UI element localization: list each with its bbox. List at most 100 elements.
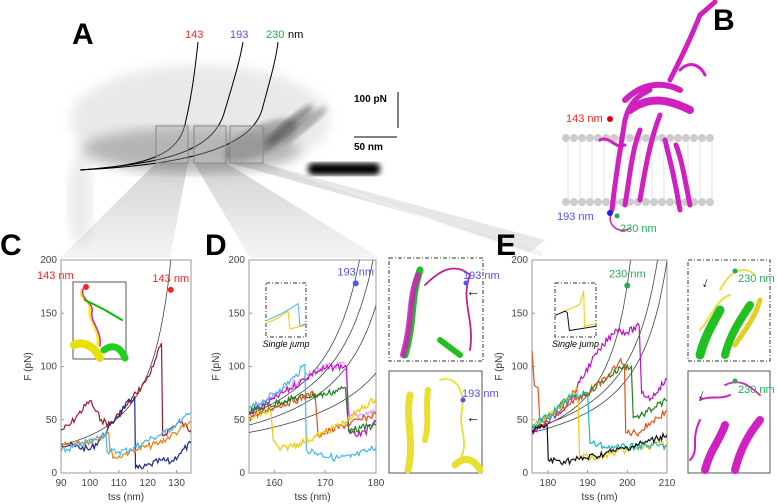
inset-trace	[554, 310, 597, 332]
lipid-head	[650, 198, 658, 206]
fold-point-label: 193 nm	[337, 266, 374, 278]
lipid-head	[626, 134, 634, 142]
x-tick-label: 130	[168, 478, 185, 489]
x-axis-label: tss (nm)	[294, 492, 330, 503]
y-axis-label: F (pN)	[23, 352, 34, 380]
lipid-head	[698, 198, 706, 206]
zoom-wedges	[60, 163, 545, 258]
y-tick-label: 0	[239, 468, 245, 479]
label-193-top: 193 nm	[463, 270, 500, 282]
plot-area	[531, 259, 668, 474]
single-jump-caption: Single jump	[552, 339, 599, 349]
y-tick-label: 100	[511, 362, 528, 373]
series-trace-orangered	[532, 350, 667, 437]
force-density-cloud	[68, 65, 380, 245]
lipid-head	[570, 134, 578, 142]
series-trace-skyblue	[61, 412, 191, 457]
wlc-fit-curve	[249, 372, 376, 433]
wlc-fit-curve	[61, 260, 172, 446]
x-tick-label: 110	[111, 478, 127, 489]
fold-point-marker	[167, 286, 174, 293]
lipid-head	[570, 198, 578, 206]
lipid-head	[578, 134, 586, 142]
chart-d: 160 170 180 0 50 100 150 200 tss (nm) F (pN) 193 n…	[211, 255, 385, 503]
y-tick-label: 200	[228, 255, 245, 266]
panel-b: B 143 nm 193 nm 230 nm	[557, 0, 735, 235]
y-tick-label: 50	[46, 415, 58, 426]
y-tick-label: 200	[40, 255, 57, 266]
scale-force-label: 100 pN	[354, 94, 387, 105]
lipid-head	[682, 134, 690, 142]
fold-point-marker	[352, 280, 359, 287]
inset-structure-c: 143 nm	[37, 270, 129, 362]
arrow-icon: ←	[689, 385, 709, 404]
structure-e-bottom: ← 230 nm	[687, 370, 775, 474]
wlc-curves-a	[79, 41, 279, 171]
series-trace-cyan	[532, 391, 667, 452]
lipid-head	[674, 134, 682, 142]
panel-letter-c: C	[0, 229, 22, 262]
series-trace-orange	[61, 421, 191, 460]
lipid-head	[706, 134, 714, 142]
wlc-fit-curve	[532, 260, 658, 429]
single-jump-inset: Single jump	[552, 282, 599, 349]
panel-letter-d: D	[205, 229, 227, 262]
series-trace-yellow	[532, 387, 667, 462]
zoom-boxes	[155, 125, 264, 164]
label-230: 230	[266, 29, 284, 41]
label-143: 143	[185, 29, 203, 41]
label-143: 143 nm	[566, 113, 603, 125]
arrow-icon: ←	[466, 409, 480, 425]
series-trace-navy	[61, 396, 191, 470]
y-tick-label: 50	[234, 415, 246, 426]
inset-trace	[265, 310, 307, 330]
lipid-head	[594, 198, 602, 206]
structure-e-top: ← 230 nm	[687, 259, 775, 362]
lipid-head	[642, 198, 650, 206]
series-trace-magenta	[532, 322, 667, 435]
panel-a: A 143 193 230 nm 100 pN 50 nm	[68, 18, 399, 245]
label-230: 230 nm	[620, 223, 657, 235]
x-axis-label: tss (nm)	[108, 492, 144, 503]
y-tick-label: 50	[517, 415, 529, 426]
lipid-head	[562, 198, 570, 206]
plot-content	[61, 260, 191, 470]
x-tick-label: 160	[266, 478, 283, 489]
lipid-head	[642, 134, 650, 142]
lipid-head	[666, 198, 674, 206]
label-230-bottom: 230 nm	[738, 384, 775, 396]
inset-label-143: 143 nm	[37, 270, 74, 282]
lipid-head	[578, 198, 586, 206]
wlc-fit-curve	[532, 260, 667, 433]
panel-letter-e: E	[496, 229, 516, 262]
wlc-fit-curve	[532, 260, 631, 431]
baseline-blob	[308, 163, 380, 175]
x-tick-label: 210	[659, 478, 676, 489]
lipid-head	[666, 134, 674, 142]
series-trace-yellow	[249, 397, 376, 453]
lipid-head	[586, 134, 594, 142]
wlc-fit-curve	[249, 305, 376, 426]
label-193: 193 nm	[557, 211, 594, 223]
panel-letter-a: A	[72, 18, 94, 51]
y-tick-label: 0	[51, 468, 57, 479]
x-tick-label: 200	[619, 478, 636, 489]
structure-d-bottom: ← 193 nm	[388, 370, 499, 474]
y-tick-label: 150	[228, 308, 245, 319]
single-jump-caption: Single jump	[262, 339, 309, 349]
inset-marker-143	[83, 284, 89, 290]
lipid-head	[658, 198, 666, 206]
lipid-head	[602, 198, 610, 206]
x-tick-label: 180	[368, 478, 385, 489]
fold-point-label: 230 nm	[609, 269, 646, 281]
fold-point-marker	[624, 282, 631, 289]
series-trace-skyblue	[249, 363, 376, 463]
y-tick-label: 0	[522, 468, 528, 479]
lipid-head	[706, 198, 714, 206]
panel-letter-b: B	[713, 4, 735, 37]
y-tick-label: 100	[228, 362, 245, 373]
y-tick-label: 150	[511, 308, 528, 319]
arrow-icon: ←	[466, 283, 480, 299]
